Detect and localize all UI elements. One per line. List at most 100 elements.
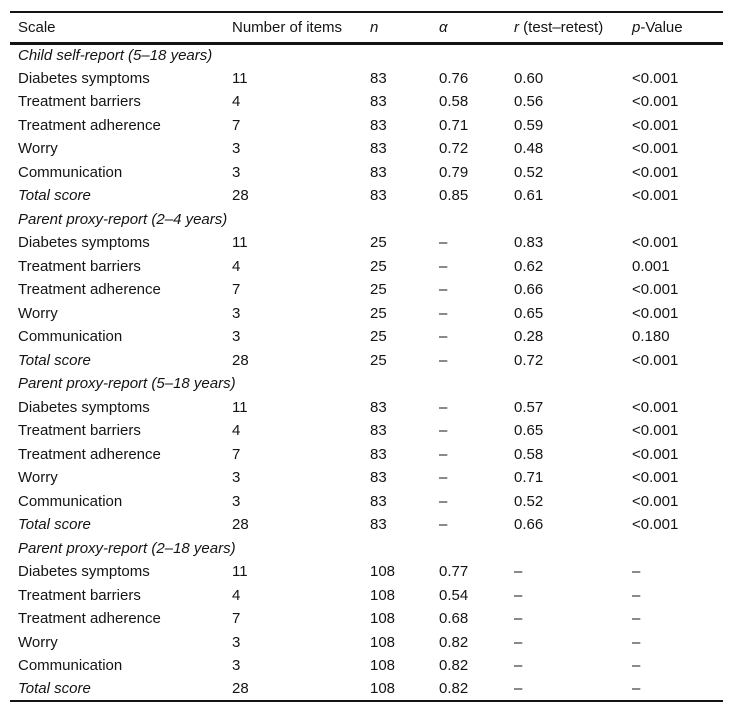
table-row: Worry 3 83 – 0.71 <0.001 [10, 466, 723, 490]
value-cell: <0.001 [632, 398, 679, 416]
value-cell: 108 [370, 586, 396, 604]
scale-label-cell: Treatment adherence [18, 610, 161, 628]
section-header-row: Child self-report (5–18 years) [10, 43, 723, 67]
value-cell: – [632, 633, 641, 651]
value-cell: 0.59 [514, 116, 544, 134]
section-title: Child self-report (5–18 years) [18, 47, 213, 64]
value-cell: 25 [370, 328, 387, 346]
value-cell: – [514, 586, 523, 604]
value-cell: 0.65 [514, 422, 544, 440]
table-row: Diabetes symptoms 11 108 0.77 – – [10, 560, 723, 584]
value-cell: – [439, 257, 448, 275]
scale-label-cell: Diabetes symptoms [18, 563, 150, 581]
col-header-scale: Scale [18, 18, 56, 36]
value-cell: – [514, 680, 523, 698]
value-cell: 3 [232, 657, 241, 675]
table-row: Communication 3 83 0.79 0.52 <0.001 [10, 161, 723, 185]
scale-label-cell: Worry [18, 304, 58, 322]
value-cell: – [439, 516, 448, 534]
table-row: Communication 3 108 0.82 – – [10, 654, 723, 678]
section-title: Parent proxy-report (5–18 years) [18, 375, 236, 393]
table-row: Worry 3 108 0.82 – – [10, 631, 723, 655]
scale-label-cell: Treatment barriers [18, 257, 141, 275]
value-cell: 108 [370, 633, 396, 651]
value-cell: 83 [370, 469, 387, 487]
value-cell: – [514, 633, 523, 651]
test-retest-label: (test–retest) [519, 18, 604, 36]
scale-label-cell: Total score [18, 680, 91, 698]
value-cell: 4 [232, 93, 241, 111]
value-cell: – [439, 328, 448, 346]
value-cell: – [439, 469, 448, 487]
value-cell: 7 [232, 610, 241, 628]
value-cell: 0.58 [439, 93, 469, 111]
scale-label-cell: Communication [18, 492, 123, 510]
value-cell: 83 [370, 516, 387, 534]
value-cell: 0.61 [514, 187, 544, 205]
section-header-row: Parent proxy-report (2–4 years) [10, 208, 723, 232]
value-cell: <0.001 [632, 351, 679, 369]
col-header-alpha: α [439, 18, 448, 36]
value-cell: 3 [232, 328, 241, 346]
value-cell: – [439, 234, 448, 252]
value-cell: – [439, 492, 448, 510]
value-cell: <0.001 [632, 140, 679, 158]
value-cell: 0.65 [514, 304, 544, 322]
value-cell: 3 [232, 492, 241, 510]
value-cell: 83 [370, 445, 387, 463]
value-cell: 25 [370, 351, 387, 369]
value-cell: 83 [370, 187, 387, 205]
value-cell: – [632, 610, 641, 628]
table-row: Worry 3 25 – 0.65 <0.001 [10, 302, 723, 326]
section-title: Parent proxy-report (2–18 years) [18, 539, 236, 557]
scale-label-cell: Total score [18, 187, 91, 205]
value-cell: 0.77 [439, 563, 469, 581]
table-row: Treatment barriers 4 25 – 0.62 0.001 [10, 255, 723, 279]
value-cell: 0.56 [514, 93, 544, 111]
total-score-row: Total score 28 108 0.82 – – [10, 678, 723, 702]
value-cell: 0.82 [439, 680, 469, 698]
value-cell: 11 [232, 234, 248, 252]
table-row: Treatment adherence 7 25 – 0.66 <0.001 [10, 278, 723, 302]
scale-label-cell: Diabetes symptoms [18, 398, 150, 416]
value-cell: – [632, 586, 641, 604]
value-cell: 0.68 [439, 610, 469, 628]
value-cell: 28 [232, 516, 249, 534]
value-cell: 28 [232, 187, 249, 205]
total-score-row: Total score 28 83 – 0.66 <0.001 [10, 513, 723, 537]
value-cell: 0.71 [514, 469, 544, 487]
value-cell: 11 [232, 563, 248, 581]
value-cell: – [632, 657, 641, 675]
p-value-label: -Value [640, 18, 683, 36]
value-cell: 0.82 [439, 657, 469, 675]
value-cell: 83 [370, 93, 387, 111]
value-cell: 3 [232, 140, 241, 158]
table-header: Scale Number of items n α r (test–retest… [10, 12, 723, 43]
col-header-number-of-items: Number of items [232, 18, 343, 36]
value-cell: 0.66 [514, 281, 544, 299]
scale-label-cell: Worry [18, 469, 58, 487]
value-cell: 25 [370, 257, 387, 275]
value-cell: 0.180 [632, 328, 670, 346]
value-cell: <0.001 [632, 93, 679, 111]
scale-label-cell: Diabetes symptoms [18, 69, 150, 87]
table-row: Communication 3 83 – 0.52 <0.001 [10, 490, 723, 514]
scale-label-cell: Treatment adherence [18, 116, 161, 134]
value-cell: 0.83 [514, 234, 544, 252]
value-cell: 0.001 [632, 257, 670, 275]
value-cell: 0.60 [514, 69, 544, 87]
table-body: Child self-report (5–18 years) Diabetes s… [10, 43, 723, 701]
value-cell: 7 [232, 116, 241, 134]
value-cell: 0.71 [439, 116, 469, 134]
col-header-test-retest: r (test–retest) [514, 12, 632, 43]
table-row: Communication 3 25 – 0.28 0.180 [10, 325, 723, 349]
value-cell: 7 [232, 445, 241, 463]
value-cell: 0.58 [514, 445, 544, 463]
value-cell: 0.48 [514, 140, 544, 158]
value-cell: <0.001 [632, 516, 679, 534]
value-cell: 28 [232, 351, 249, 369]
section-title: Parent proxy-report (2–4 years) [18, 210, 228, 228]
value-cell: 0.82 [439, 633, 469, 651]
value-cell: <0.001 [632, 422, 679, 440]
value-cell: 4 [232, 586, 241, 604]
